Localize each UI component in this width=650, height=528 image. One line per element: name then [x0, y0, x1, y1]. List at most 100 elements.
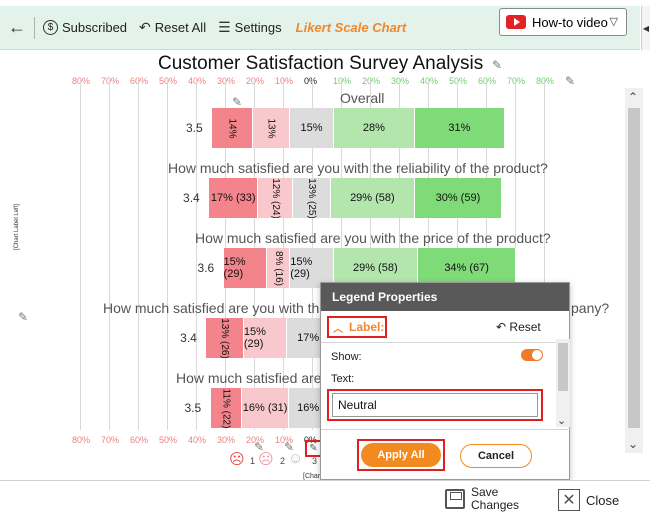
bar-segment[interactable]: 28% — [333, 108, 415, 148]
show-toggle[interactable] — [521, 349, 543, 361]
bar-segment[interactable]: 15% (29) — [243, 318, 288, 358]
undo-icon: ↶ — [496, 320, 507, 334]
bar-segment[interactable]: 29% (58) — [333, 248, 418, 288]
bar-segment[interactable]: 29% (58) — [330, 178, 415, 218]
top-tick-label: 20% — [362, 76, 381, 86]
gridline — [544, 80, 545, 430]
back-arrow-icon[interactable]: ← — [8, 17, 26, 37]
chart-title[interactable]: Customer Satisfaction Survey Analysis — [158, 53, 484, 74]
bar-segment[interactable]: 14% — [211, 108, 253, 148]
settings-button[interactable]: ☰ Settings — [212, 6, 288, 49]
bottom-tick-label: 40% — [188, 435, 207, 445]
save-icon — [445, 489, 465, 509]
frown-face-icon: ☹ — [258, 451, 274, 468]
top-tick-label: 40% — [188, 76, 207, 86]
bar-segment[interactable]: 16% (31) — [242, 388, 289, 428]
reset-all-label: Reset All — [154, 20, 207, 35]
save-label-line1: Save — [471, 485, 499, 499]
bar-data-label: 15% (29) — [290, 256, 313, 280]
bar-data-label: 34% (67) — [444, 262, 489, 274]
chevron-down-icon[interactable]: ⌄ — [557, 415, 567, 427]
face-number-3: 3 — [312, 456, 318, 466]
legend-text-input[interactable] — [332, 393, 538, 417]
edit-label-pencil-icon[interactable]: ✎ — [232, 95, 243, 109]
apply-all-button[interactable]: Apply All — [361, 443, 441, 467]
chart-label-left[interactable]: [Chart Label Left] — [14, 203, 20, 250]
subscribed-button[interactable]: $ Subscribed — [37, 6, 133, 49]
bar-segment[interactable]: 17% (33) — [209, 178, 259, 218]
close-icon: ✕ — [558, 489, 580, 511]
gridline — [80, 80, 81, 430]
close-button[interactable]: ✕ Close — [558, 489, 619, 511]
top-tick-label: 80% — [536, 76, 555, 86]
neutral-face-icon: ☺ — [288, 450, 304, 467]
bar-segment[interactable]: 15% (29) — [223, 248, 268, 288]
reset-button[interactable]: ↶ Reset — [496, 320, 541, 334]
bar-segment[interactable]: 15% — [290, 108, 334, 148]
scroll-thumb[interactable] — [628, 108, 640, 428]
gridline — [196, 80, 197, 430]
question-title[interactable]: How much satisfied are you with th — [103, 300, 320, 316]
edit-title-pencil-icon[interactable]: ✎ — [492, 58, 503, 72]
bar-segment[interactable]: 31% — [414, 108, 505, 148]
legend-pencil-icon-1[interactable]: ✎ — [254, 440, 265, 454]
apply-highlight: Apply All — [357, 439, 445, 471]
side-panel-toggle[interactable]: ◀ — [641, 6, 650, 50]
bottom-tick-label: 50% — [159, 435, 178, 445]
bar-segment[interactable]: 15% (29) — [290, 248, 334, 288]
average-score: 3.5 — [184, 401, 202, 415]
bar-segment[interactable]: 12% (24) — [258, 178, 294, 218]
bar-data-label: 16% (31) — [242, 402, 288, 414]
bar-segment[interactable]: 13% (25) — [293, 178, 331, 218]
label-section-toggle[interactable]: ︿ Label: — [327, 316, 387, 338]
top-tick-label: 10% — [333, 76, 352, 86]
bar-segment[interactable]: 13% — [252, 108, 291, 148]
bottom-tick-label: 60% — [130, 435, 149, 445]
text-label: Text: — [331, 373, 355, 385]
top-tick-label: 70% — [101, 76, 120, 86]
panel-title: Legend Properties — [321, 283, 569, 311]
chevron-up-icon: ︿ — [333, 323, 343, 335]
bottom-tick-label: 30% — [217, 435, 236, 445]
bottom-tick-label: 70% — [101, 435, 120, 445]
bar-segment[interactable]: 30% (59) — [414, 178, 502, 218]
face-number-2: 2 — [280, 456, 286, 466]
howto-video-dropdown[interactable]: How-to video ▽ — [499, 8, 627, 36]
bar-data-label: 14% — [226, 117, 238, 139]
label-section-title: Label: — [349, 320, 385, 334]
bar-data-label: 15% — [300, 122, 323, 134]
question-title[interactable]: How much satisfied are you with the reli… — [168, 160, 548, 176]
bottom-tick-label: 80% — [72, 435, 91, 445]
panel-scrollbar[interactable]: ⌄ — [556, 339, 570, 427]
question-title[interactable]: How much satisfied are you with the pric… — [195, 230, 551, 246]
chevron-down-icon: ▽ — [609, 16, 618, 28]
toolbar-divider — [34, 16, 35, 39]
bottom-bar — [0, 480, 650, 528]
bar-segment[interactable]: 8% (16) — [267, 248, 291, 288]
legend-properties-panel: Legend Properties ︿ Label: ↶ Reset Show:… — [320, 282, 571, 480]
edit-side-label-pencil-icon[interactable]: ✎ — [18, 310, 29, 324]
scroll-down-icon[interactable]: ⌄ — [628, 437, 639, 451]
bar-segment[interactable]: 34% (67) — [417, 248, 517, 288]
question-title-end[interactable]: pany? — [571, 300, 610, 316]
scroll-up-icon[interactable]: ⌃ — [628, 90, 639, 104]
bar-data-label: 28% — [362, 122, 385, 134]
top-tick-label: 30% — [217, 76, 236, 86]
average-score: 3.5 — [185, 121, 203, 135]
chart-scrollbar[interactable]: ⌃ ⌄ — [625, 88, 643, 453]
bar-data-label: 31% — [448, 122, 471, 134]
text-input-highlight — [327, 389, 543, 421]
legend-pencil-icon-2[interactable]: ✎ — [284, 440, 295, 454]
edit-axis-pencil-icon[interactable]: ✎ — [565, 74, 576, 88]
sad-face-icon: ☹ — [229, 451, 245, 468]
save-changes-button[interactable]: Save Changes — [445, 486, 519, 512]
howto-label: How-to video — [532, 14, 608, 30]
bar-segment[interactable]: 11% (22) — [210, 388, 243, 428]
cancel-button[interactable]: Cancel — [460, 444, 532, 468]
panel-scroll-thumb[interactable] — [558, 343, 568, 391]
top-tick-label: 20% — [246, 76, 265, 86]
reset-all-button[interactable]: ↶ Reset All — [133, 6, 212, 49]
question-title[interactable]: Overall — [340, 90, 385, 106]
question-title[interactable]: How much satisfied are — [176, 370, 322, 386]
bar-segment[interactable]: 13% (26) — [206, 318, 244, 358]
